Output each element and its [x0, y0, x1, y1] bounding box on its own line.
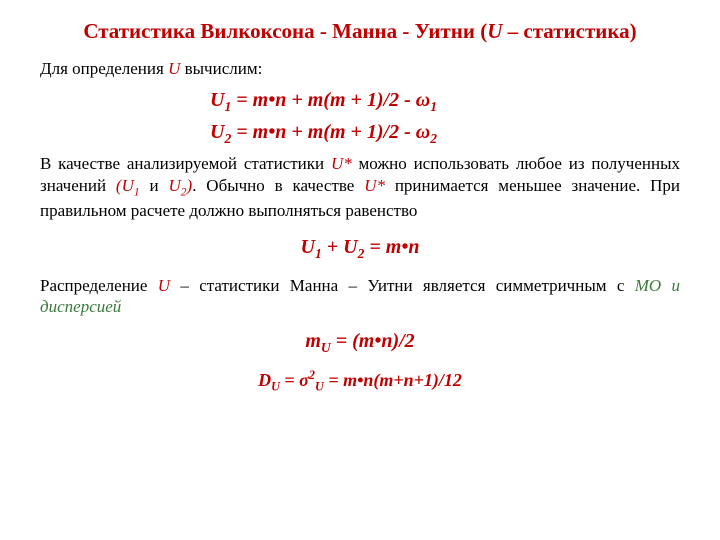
- p1-u1sym: U: [122, 176, 134, 195]
- eq-u1sub: 1: [315, 246, 322, 261]
- formula-u2: U2 = m•n + m(m + 1)/2 - ω2: [40, 117, 680, 149]
- intro-U: U: [168, 59, 180, 78]
- u1-omega-sub: 1: [430, 99, 437, 114]
- u2-omega-sub: 2: [430, 131, 437, 146]
- p2-seg1: Распределение: [40, 276, 158, 295]
- intro-suffix: вычислим:: [180, 59, 262, 78]
- du-rhs: = m•n(m+n+1)/12: [324, 370, 462, 390]
- eq-u2sym: U: [343, 236, 357, 258]
- du-sigma-sub: U: [315, 380, 324, 394]
- du-formula: DU = σ2U = m•n(m+n+1)/12: [40, 366, 680, 396]
- p1-paren-group: (U1: [116, 176, 140, 195]
- p2-seg2: – статистики Манна – Уитни является симм…: [170, 276, 635, 295]
- title-suffix: – статистика): [502, 19, 636, 43]
- u1-omega: ω: [416, 89, 430, 111]
- mu-sub: U: [321, 340, 331, 355]
- p1-u2sym: U: [168, 176, 180, 195]
- u1-sym: U: [210, 89, 224, 111]
- u2-omega: ω: [416, 121, 430, 143]
- p1-paren-group2: U2): [168, 176, 192, 195]
- u1-mid: = m•n + m(m + 1)/2 -: [231, 89, 416, 111]
- p2-U: U: [158, 276, 170, 295]
- du-D: D: [258, 370, 271, 390]
- p1-and: и: [140, 176, 169, 195]
- paragraph-1: В качестве анализируемой статистики U* м…: [40, 153, 680, 222]
- formula-u1: U1 = m•n + m(m + 1)/2 - ω1: [40, 85, 680, 117]
- title-U: U: [487, 19, 502, 43]
- mu-rhs: = (m•n)/2: [331, 330, 415, 352]
- du-eq1: =: [280, 370, 299, 390]
- eq-plus: +: [322, 236, 343, 258]
- mu-formula: mU = (m•n)/2: [40, 326, 680, 358]
- u2-sym: U: [210, 121, 224, 143]
- eq-rhs: = m•n: [364, 236, 419, 258]
- du-sigma: σ: [299, 370, 309, 390]
- p1-seg3: . Обычно в качестве: [192, 176, 364, 195]
- u2-mid: = m•n + m(m + 1)/2 -: [231, 121, 416, 143]
- p1-ustar2: U*: [364, 176, 385, 195]
- mu-m: m: [305, 330, 321, 352]
- title-prefix: Статистика Вилкоксона - Манна - Уитни (: [83, 19, 487, 43]
- slide: Статистика Вилкоксона - Манна - Уитни (U…: [0, 0, 720, 540]
- intro-line: Для определения U вычислим:: [40, 59, 680, 79]
- paragraph-2: Распределение U – статистики Манна – Уит…: [40, 275, 680, 319]
- p1-ustar: U*: [331, 154, 352, 173]
- du-Dsub: U: [271, 380, 280, 394]
- intro-prefix: Для определения: [40, 59, 168, 78]
- p1-seg1: В качестве анализируемой статистики: [40, 154, 331, 173]
- equality-formula: U1 + U2 = m•n: [40, 232, 680, 264]
- page-title: Статистика Вилкоксона - Манна - Уитни (U…: [40, 18, 680, 45]
- eq-u1sym: U: [301, 236, 315, 258]
